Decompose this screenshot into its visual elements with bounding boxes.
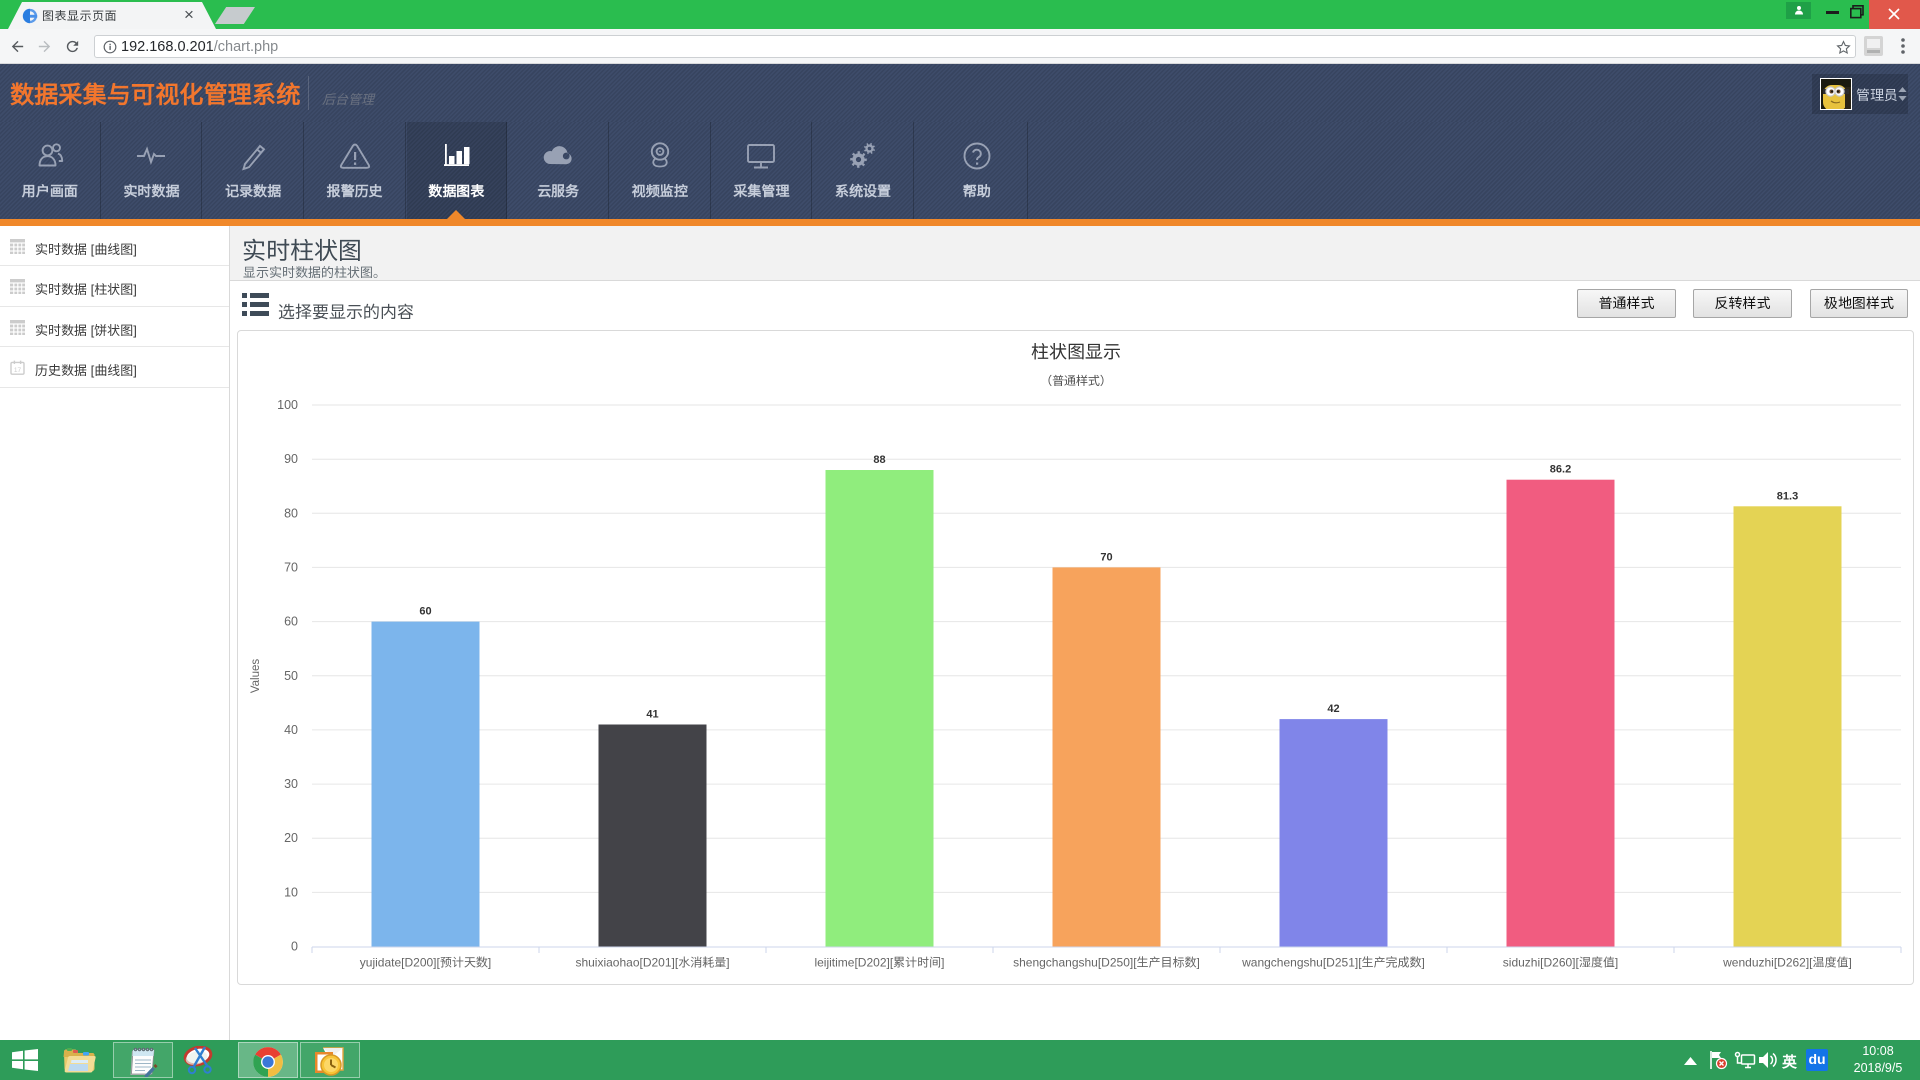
svg-text:41: 41 (646, 709, 658, 721)
svg-text:86.2: 86.2 (1550, 464, 1571, 476)
svg-text:90: 90 (284, 452, 298, 466)
svg-text:70: 70 (284, 560, 298, 574)
svg-text:50: 50 (284, 669, 298, 683)
svg-text:（普通样式）: （普通样式） (1040, 374, 1112, 388)
svg-text:0: 0 (291, 940, 298, 954)
svg-text:17: 17 (14, 367, 22, 374)
svg-text:siduzhi[D260][湿度值]: siduzhi[D260][湿度值] (1503, 956, 1618, 970)
svg-text:70: 70 (1100, 551, 1112, 563)
svg-text:60: 60 (419, 606, 431, 618)
svg-text:30: 30 (284, 777, 298, 791)
svg-text:Values: Values (250, 659, 262, 694)
svg-text:leijitime[D202][累计时间]: leijitime[D202][累计时间] (814, 956, 944, 970)
svg-text:wangchengshu[D251][生产完成数]: wangchengshu[D251][生产完成数] (1241, 956, 1425, 970)
svg-text:81.3: 81.3 (1777, 490, 1798, 502)
svg-text:100: 100 (277, 398, 298, 412)
svg-text:60: 60 (284, 615, 298, 629)
svg-text:80: 80 (284, 506, 298, 520)
svg-text:20: 20 (284, 831, 298, 845)
svg-text:柱状图显示: 柱状图显示 (1031, 342, 1121, 362)
svg-text:wenduzhi[D262][温度值]: wenduzhi[D262][温度值] (1722, 956, 1852, 970)
svg-text:shengchangshu[D250][生产目标数]: shengchangshu[D250][生产目标数] (1013, 956, 1200, 970)
svg-text:40: 40 (284, 723, 298, 737)
svg-text:88: 88 (873, 454, 885, 466)
svg-text:shuixiaohao[D201][水消耗量]: shuixiaohao[D201][水消耗量] (575, 956, 729, 970)
svg-text:10: 10 (284, 885, 298, 899)
svg-text:yujidate[D200][预计天数]: yujidate[D200][预计天数] (360, 956, 491, 970)
svg-text:42: 42 (1327, 703, 1339, 715)
